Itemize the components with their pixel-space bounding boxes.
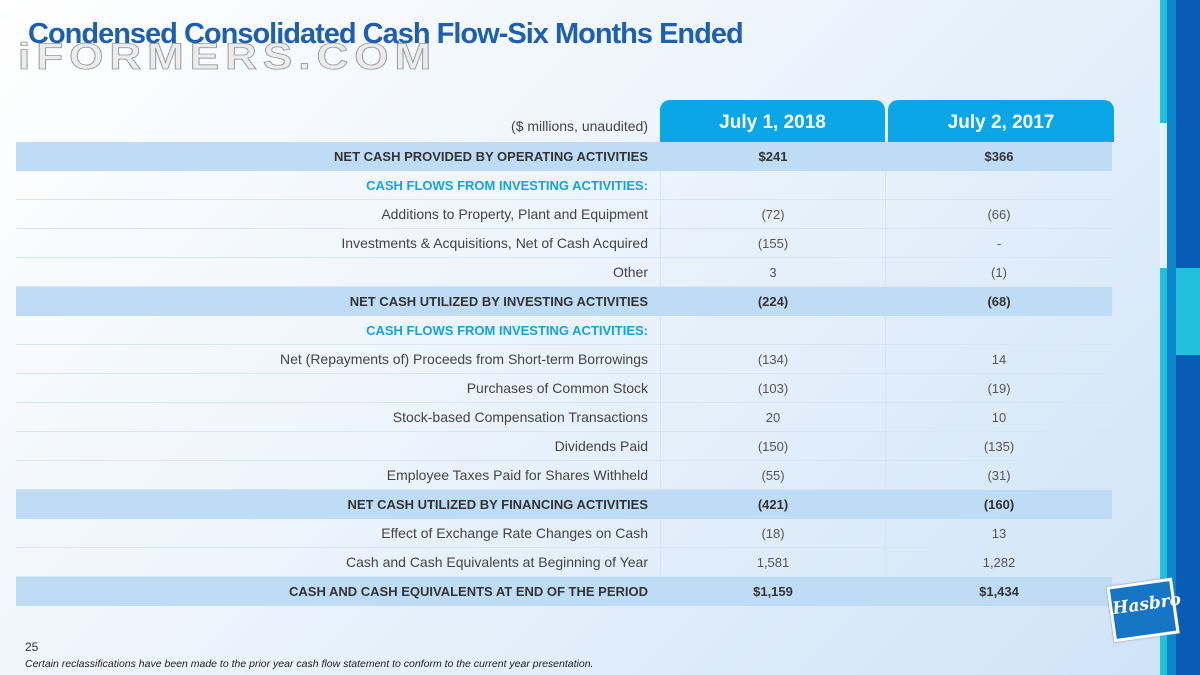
value-2017 (886, 316, 1112, 344)
row-label: NET CASH UTILIZED BY INVESTING ACTIVITIE… (349, 293, 648, 309)
units-label: ($ millions, unaudited) (511, 118, 648, 134)
value-2018: (55) (660, 461, 886, 489)
row-label: Stock-based Compensation Transactions (392, 409, 648, 425)
row-label: Net (Repayments of) Proceeds from Short-… (279, 351, 648, 367)
table-row: Purchases of Common Stock (103) (19) (16, 374, 1112, 403)
watermark: iFORMERS.COM (17, 35, 438, 78)
decorative-band (1176, 268, 1200, 355)
table-row: Stock-based Compensation Transactions 20 1… (16, 403, 1112, 432)
value-2017: (19) (987, 381, 1011, 396)
table-row: NET CASH UTILIZED BY INVESTING ACTIVITIE… (16, 287, 1112, 316)
footnote: Certain reclassifications have been made… (25, 658, 594, 670)
column-header-2017: July 2, 2017 (888, 100, 1114, 142)
value-2017: 1,282 (982, 555, 1016, 570)
row-label: CASH FLOWS FROM INVESTING ACTIVITIES: (366, 322, 648, 338)
table-row: Dividends Paid (150) (135) (16, 432, 1112, 461)
table-row: Additions to Property, Plant and Equipme… (16, 200, 1112, 229)
table-row: CASH AND CASH EQUIVALENTS AT END OF THE … (16, 577, 1112, 606)
column-header-2018: July 1, 2018 (660, 100, 885, 142)
row-label: CASH FLOWS FROM INVESTING ACTIVITIES: (366, 177, 648, 193)
value-2018: (155) (660, 229, 886, 257)
table-row: Other 3 (1) (16, 258, 1112, 287)
value-2018 (660, 316, 886, 344)
row-label: CASH AND CASH EQUIVALENTS AT END OF THE … (289, 583, 648, 599)
table-row: CASH FLOWS FROM INVESTING ACTIVITIES: (16, 171, 1112, 200)
value-2018: (224) (660, 287, 886, 315)
row-label: Investments & Acquisitions, Net of Cash … (341, 235, 648, 251)
value-2018 (660, 171, 886, 199)
cash-flow-table: NET CASH PROVIDED BY OPERATING ACTIVITIE… (16, 142, 1112, 606)
value-2018: $1,159 (660, 577, 886, 605)
table-row: NET CASH PROVIDED BY OPERATING ACTIVITIE… (16, 142, 1112, 171)
value-2018: (18) (660, 519, 886, 547)
value-2018: 3 (660, 258, 886, 286)
value-2018: (103) (660, 374, 886, 402)
value-2017: (31) (987, 468, 1011, 483)
row-label: NET CASH UTILIZED BY FINANCING ACTIVITIE… (347, 496, 648, 512)
value-2018: (72) (660, 200, 886, 228)
value-2017 (886, 171, 1112, 199)
row-label: NET CASH PROVIDED BY OPERATING ACTIVITIE… (334, 148, 648, 164)
page-number: 25 (25, 640, 39, 654)
row-label: Purchases of Common Stock (466, 380, 648, 396)
value-2017: - (996, 236, 1002, 251)
table-row: Investments & Acquisitions, Net of Cash … (16, 229, 1112, 258)
value-2017: (68) (987, 294, 1011, 309)
page-title: Condensed Consolidated Cash Flow-Six Mon… (28, 18, 744, 50)
table-row: CASH FLOWS FROM INVESTING ACTIVITIES: (16, 316, 1112, 345)
decorative-band (1160, 123, 1167, 268)
value-2017: (160) (983, 497, 1015, 512)
value-2017: $366 (984, 149, 1014, 164)
decorative-band (1167, 0, 1176, 675)
value-2017: $1,434 (979, 584, 1019, 599)
value-2017: (66) (987, 207, 1011, 222)
row-label: Cash and Cash Equivalents at Beginning o… (346, 554, 648, 570)
row-label: Effect of Exchange Rate Changes on Cash (381, 525, 648, 541)
row-label: Other (612, 264, 648, 280)
value-2017: 13 (991, 526, 1007, 541)
hasbro-logo: Hasbro (1106, 577, 1182, 643)
table-row: Cash and Cash Equivalents at Beginning o… (16, 548, 1112, 577)
table-row: Employee Taxes Paid for Shares Withheld (… (16, 461, 1112, 490)
value-2018: $241 (660, 142, 886, 170)
table-row: NET CASH UTILIZED BY FINANCING ACTIVITIE… (16, 490, 1112, 519)
table-row: Net (Repayments of) Proceeds from Short-… (16, 345, 1112, 374)
row-label: Employee Taxes Paid for Shares Withheld (386, 467, 648, 483)
value-2018: 1,581 (660, 548, 886, 576)
table-row: Effect of Exchange Rate Changes on Cash (… (16, 519, 1112, 548)
value-2018: 20 (660, 403, 886, 431)
value-2018: (134) (660, 345, 886, 373)
value-2017: (135) (983, 439, 1015, 454)
row-label: Dividends Paid (554, 438, 648, 454)
decorative-band (1160, 0, 1167, 675)
value-2017: 14 (991, 352, 1007, 367)
value-2018: (421) (660, 490, 886, 518)
row-label: Additions to Property, Plant and Equipme… (381, 206, 648, 222)
value-2017: (1) (991, 265, 1007, 280)
value-2018: (150) (660, 432, 886, 460)
value-2017: 10 (991, 410, 1007, 425)
